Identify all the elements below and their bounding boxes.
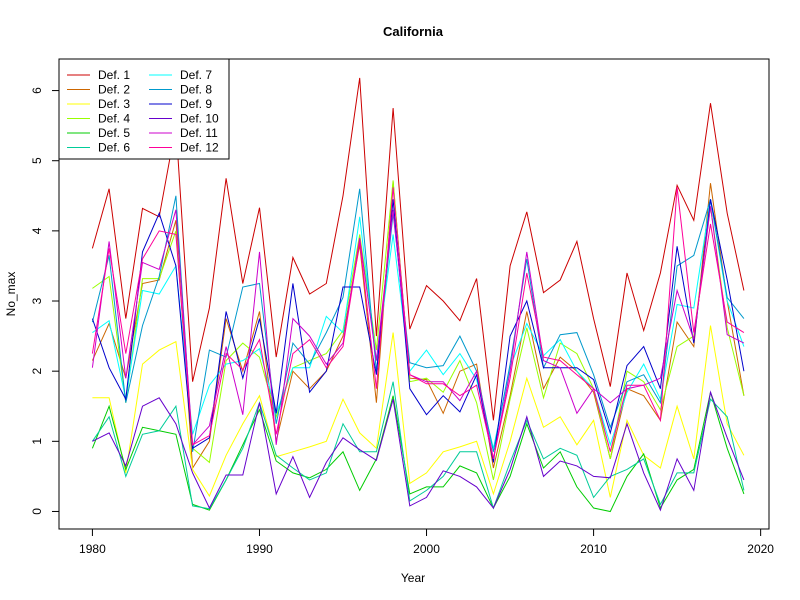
x-tick-label: 2010 <box>580 542 607 556</box>
y-tick-label: 2 <box>30 368 44 375</box>
y-tick-label: 5 <box>30 157 44 164</box>
y-tick-label: 6 <box>30 87 44 94</box>
legend-label-def-1: Def. 1 <box>98 68 130 82</box>
series-line-def-3 <box>92 325 745 498</box>
x-tick-label: 1990 <box>246 542 273 556</box>
y-axis-label: No_max <box>4 272 18 317</box>
series-lines <box>91 77 745 513</box>
legend-label-def-10: Def. 10 <box>180 112 219 126</box>
y-tick-label: 4 <box>30 227 44 234</box>
y-axis: 0 1 2 3 4 5 6 <box>30 87 60 515</box>
y-tick-label: 1 <box>30 438 44 445</box>
legend-label-def-7: Def. 7 <box>180 68 212 82</box>
legend-label-def-9: Def. 9 <box>180 97 212 111</box>
legend-label-def-8: Def. 8 <box>180 83 212 97</box>
legend-label-def-2: Def. 2 <box>98 83 130 97</box>
legend-label-def-6: Def. 6 <box>98 141 130 155</box>
series-line-def-9 <box>91 199 745 463</box>
x-tick-label: 2000 <box>413 542 440 556</box>
series-line-def-10 <box>92 390 745 512</box>
series-line-def-1 <box>91 77 745 421</box>
x-tick-label: 2020 <box>747 542 774 556</box>
legend-label-def-3: Def. 3 <box>98 97 130 111</box>
legend-label-def-5: Def. 5 <box>98 126 130 140</box>
legend-label-def-11: Def. 11 <box>180 126 218 140</box>
legend-label-def-12: Def. 12 <box>180 141 219 155</box>
y-tick-label: 3 <box>30 297 44 304</box>
series-line-def-4 <box>92 180 745 481</box>
y-tick-label: 0 <box>30 508 44 515</box>
x-axis-label: Year <box>401 571 425 585</box>
series-line-def-12 <box>91 187 745 460</box>
legend-box <box>58 58 230 160</box>
x-tick-label: 1980 <box>79 542 106 556</box>
series-line-def-8 <box>91 188 745 452</box>
chart-title: California <box>383 24 444 39</box>
x-axis: 1980 1990 2000 2010 2020 <box>79 528 774 556</box>
series-line-def-11 <box>91 206 745 459</box>
series-line-def-6 <box>91 381 745 510</box>
legend-label-def-4: Def. 4 <box>98 112 130 126</box>
